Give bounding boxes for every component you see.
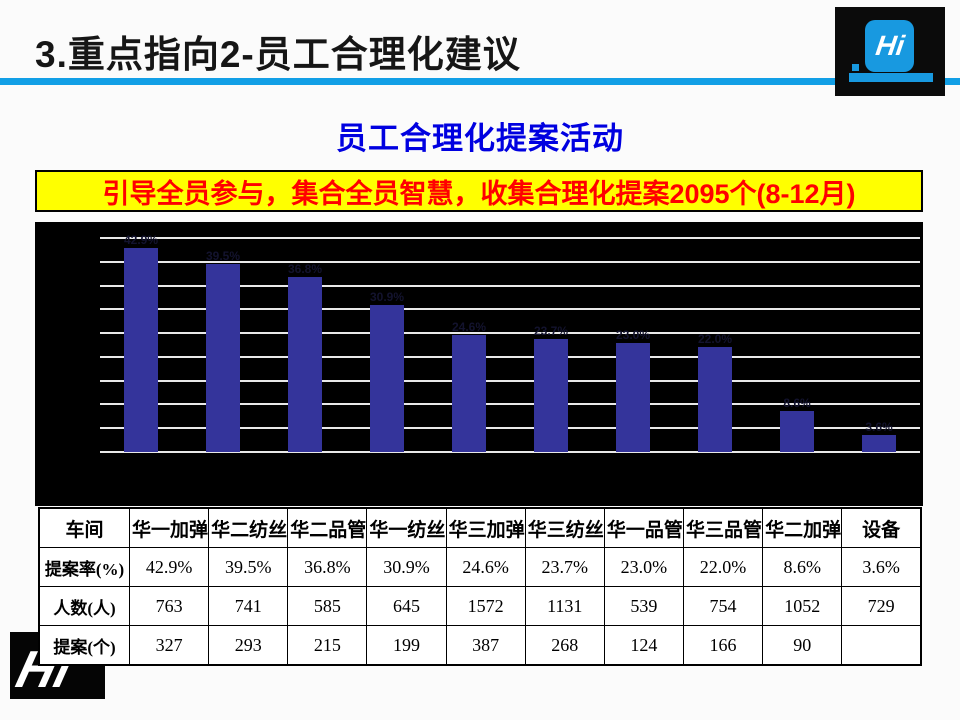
bar-data-label: 8.6% [783,396,811,411]
table-row: 提案(个) 327 293 215 199 387 268 124 166 90 [38,625,922,666]
table-cell: 741 [208,586,289,626]
table-header-cell: 华一纺丝 [366,507,447,548]
table-cell: 327 [128,625,210,666]
table-header-cell: 华三品管 [682,507,764,548]
table-cell: 1052 [762,586,843,626]
gridline [100,379,920,382]
table-cell: 585 [287,586,368,626]
table-cell: 387 [445,625,526,666]
bar-华二加弹 [780,411,814,452]
table-row: 人数(人) 763 741 585 645 1572 1131 539 754 1052 729 [38,586,922,626]
table-header-cell: 设备 [841,507,922,548]
bar-华一纺丝 [370,305,404,452]
table-cell: 293 [208,625,289,666]
table-header-cell: 华一品管 [603,507,684,548]
page-title: 3.重点指向2-员工合理化建议 [35,34,521,75]
gridline [100,427,920,430]
bar-data-label: 39.5% [205,249,241,264]
table-cell: 645 [366,586,447,626]
table-header-cell: 华二加弹 [762,507,843,548]
table-cell: 729 [841,586,922,626]
table-cell: 24.6% [445,547,526,587]
table-row-label: 人数(人) [38,586,130,626]
bar-华三加弹 [452,335,486,452]
gridline [100,332,920,335]
table-cell: 39.5% [208,547,289,587]
data-table: 车间 华一加弹 华二纺丝 华二品管 华一纺丝 华三加弹 华三纺丝 华一品管 华三品管 华二加弹 设备… [38,507,922,666]
bar-华二纺丝 [206,264,240,452]
bar-chart: 42.9% 39.5% 36.8% 30.9% 24.6% 23.7% 23.0% 22.0%… [35,222,923,506]
table-cell: 166 [682,625,764,666]
hi-logo-text: Hi [873,30,906,61]
table-header-cell: 华三加弹 [445,507,526,548]
table-row-label: 提案(个) [38,625,130,666]
bar-设备 [862,434,896,452]
x-axis-line [100,451,920,453]
bar-华二品管 [288,277,322,452]
table-cell: 215 [287,625,368,666]
bar-data-label: 42.9% [123,233,159,247]
table-cell: 90 [762,625,843,666]
hi-logo-icon: Hi [865,20,914,72]
table-cell: 30.9% [366,547,447,587]
table-row: 车间 华一加弹 华二纺丝 华二品管 华一纺丝 华三加弹 华三纺丝 华一品管 华三品管 华二加弹 设备 [38,507,922,548]
brand-logo: Hi [835,7,945,96]
table-row: 提案率(%) 42.9% 39.5% 36.8% 30.9% 24.6% 23.7% 23.0… [38,547,922,587]
table-cell: 36.8% [287,547,368,587]
bar-data-label: 23.0% [615,327,651,342]
bar-华三品管 [698,347,732,452]
bar-华三纺丝 [534,339,568,452]
table-row-label: 提案率(%) [38,547,130,587]
table-cell: 8.6% [762,547,843,587]
table-header-cell: 华二品管 [287,507,368,548]
table-header-cell: 华一加弹 [128,507,210,548]
table-header-cell: 车间 [38,507,130,548]
table-cell: 3.6% [841,547,922,587]
table-cell: 42.9% [128,547,210,587]
table-cell: 754 [682,586,764,626]
gridline [100,260,920,263]
table-cell: 124 [603,625,684,666]
table-cell: 268 [524,625,605,666]
bar-data-label: 23.7% [533,324,569,339]
bar-data-label: 22.0% [697,332,733,347]
bar-data-label: 30.9% [369,290,405,305]
bar-data-label: 36.8% [287,262,323,276]
table-cell: 23.7% [524,547,605,587]
logo-wordmark-fragment [849,73,933,82]
bar-data-label: 24.6% [451,320,487,335]
table-header-cell: 华二纺丝 [208,507,289,548]
gridline [100,403,920,406]
table-cell: 23.0% [603,547,684,587]
chart-plot-area: 42.9% 39.5% 36.8% 30.9% 24.6% 23.7% 23.0% 22.0%… [100,233,920,453]
table-cell: 539 [603,586,684,626]
table-cell [841,625,922,666]
gridline [100,355,920,358]
table-header-cell: 华三纺丝 [524,507,605,548]
gridline [100,284,920,287]
bar-data-label: 3.6% [865,419,893,434]
table-cell: 763 [128,586,210,626]
table-cell: 199 [366,625,447,666]
gridline [100,308,920,311]
gridline [100,237,920,239]
table-cell: 1572 [445,586,526,626]
highlight-banner: 引导全员参与，集合全员智慧，收集合理化提案2095个(8-12月) [35,170,923,212]
chart-section-title: 员工合理化提案活动 [336,121,624,156]
logo-wordmark-fragment [852,64,859,71]
bar-华一品管 [616,342,650,452]
table-cell: 22.0% [682,547,764,587]
bar-华一加弹 [124,248,158,452]
header-underline [0,78,960,85]
table-cell: 1131 [524,586,605,626]
